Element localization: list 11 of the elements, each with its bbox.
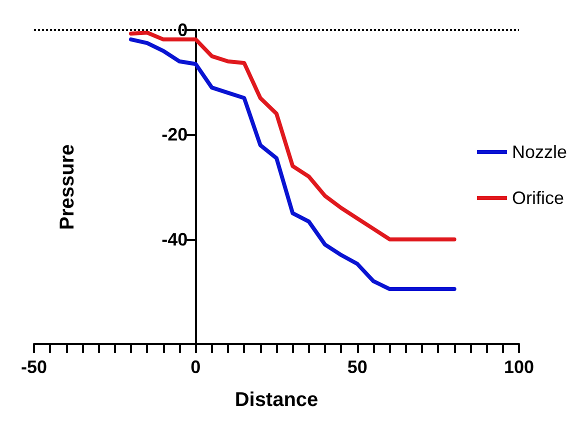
x-tick-label: 50	[347, 357, 368, 377]
y-tick-label: -20	[162, 124, 188, 145]
legend-label: Nozzle	[512, 142, 568, 162]
x-tick-label: 100	[504, 357, 534, 377]
legend-label: Orifice	[512, 188, 564, 208]
x-tick-label: -50	[20, 357, 48, 377]
y-tick-label: -40	[162, 229, 188, 250]
y-axis-title: Pressure	[56, 144, 79, 230]
x-tick-label: 0	[190, 357, 201, 377]
line-series	[129, 37, 456, 292]
x-axis-title: Distance	[234, 389, 318, 411]
